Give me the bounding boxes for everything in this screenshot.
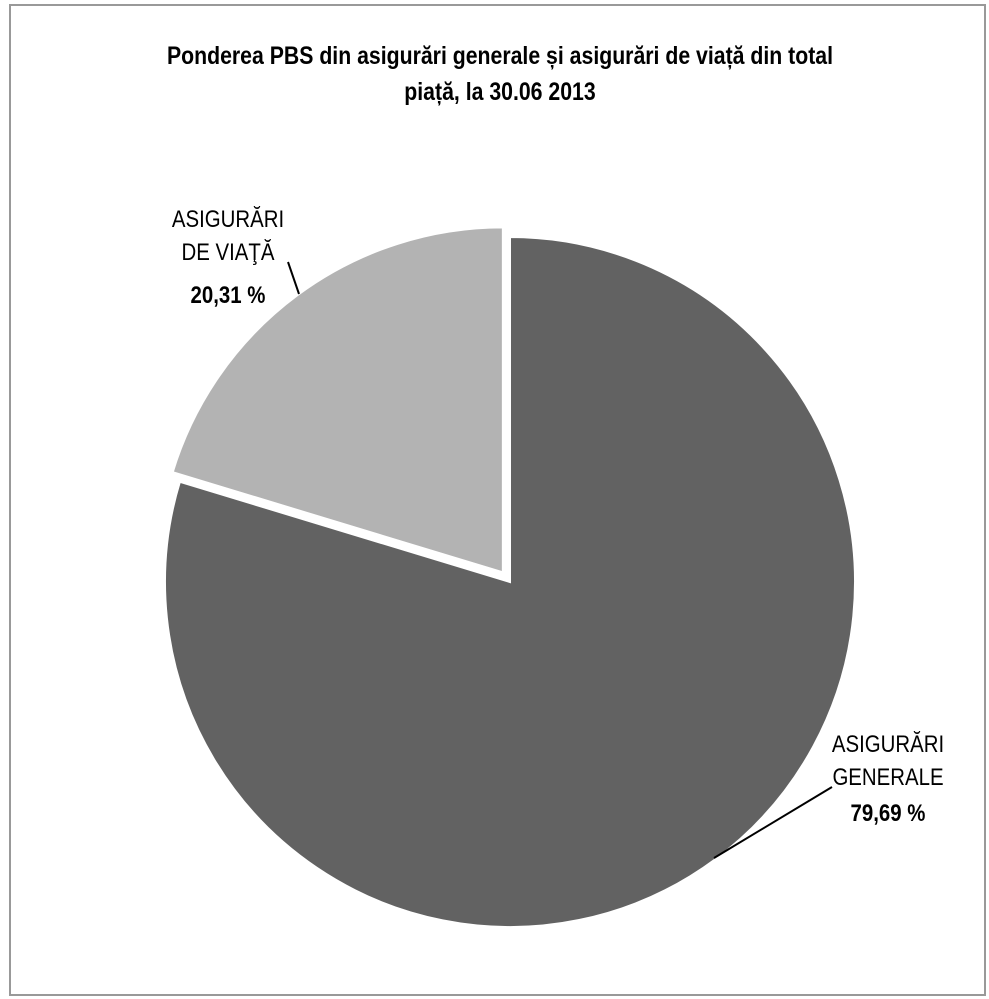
- leader-line: [713, 786, 833, 859]
- slice-label: ASIGURĂRI DE VIAŢĂ: [171, 206, 285, 266]
- leader-line: [287, 261, 300, 295]
- slice-label: ASIGURĂRI GENERALE: [831, 731, 945, 791]
- slice-value-label: 79,69 %: [850, 800, 926, 827]
- pie-slice: [171, 226, 504, 574]
- slice-value-label: 20,31 %: [190, 282, 266, 309]
- frame: [9, 4, 986, 996]
- chart-title: Ponderea PBS din asigurări generale și a…: [166, 42, 834, 106]
- pie-slice: [164, 235, 856, 928]
